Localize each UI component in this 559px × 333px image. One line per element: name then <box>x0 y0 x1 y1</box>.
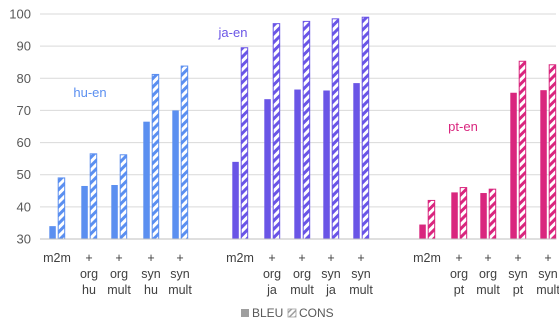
legend-label: CONS <box>299 306 334 320</box>
bar-cons <box>119 154 128 240</box>
bar-cons <box>548 64 557 240</box>
bar-bleu <box>232 161 239 239</box>
x-tick-label: org <box>479 267 497 281</box>
bar-cons <box>240 47 249 240</box>
x-tick-label: syn <box>321 267 341 281</box>
bar-cons <box>459 187 468 240</box>
x-tick-label: syn <box>170 267 190 281</box>
x-tick-label: syn <box>141 267 161 281</box>
x-tick-label: m2m <box>226 251 254 265</box>
x-tick-label: mult <box>107 283 131 297</box>
x-tick-label: + <box>357 251 364 265</box>
y-tick-label: 100 <box>9 7 31 22</box>
x-tick-label: org <box>110 267 128 281</box>
y-tick-label: 90 <box>17 39 31 54</box>
x-tick-label: mult <box>290 283 314 297</box>
x-tick-label: hu <box>82 283 96 297</box>
x-tick-label: ja <box>266 283 277 297</box>
bar-bleu <box>353 83 360 239</box>
y-tick-label: 70 <box>17 103 31 118</box>
bar-cons <box>488 188 497 240</box>
bar-cons <box>180 65 189 240</box>
x-tick-label: ja <box>325 283 336 297</box>
bar-bleu <box>540 90 547 239</box>
x-tick-label: mult <box>536 283 559 297</box>
y-tick-label: 60 <box>17 135 31 150</box>
legend-label: BLEU <box>252 306 283 320</box>
group-label: hu-en <box>73 85 106 100</box>
x-tick-label: hu <box>144 283 158 297</box>
bar-cons <box>57 177 66 240</box>
x-tick-label: + <box>85 251 92 265</box>
bar-bleu <box>49 226 56 239</box>
bar-cons <box>151 73 160 240</box>
bar-cons <box>302 20 311 240</box>
bar-bleu <box>294 89 301 240</box>
legend-swatch-bleu <box>241 309 249 317</box>
bar-cons <box>89 153 98 240</box>
x-tick-label: syn <box>351 267 371 281</box>
bar-cons <box>518 60 527 240</box>
bar-bleu <box>143 121 150 239</box>
bar-bleu <box>419 224 426 239</box>
y-tick-label: 30 <box>17 232 31 247</box>
x-tick-label: + <box>514 251 521 265</box>
x-tick-label: + <box>455 251 462 265</box>
x-tick-label: org <box>263 267 281 281</box>
x-tick-label: org <box>293 267 311 281</box>
y-tick-label: 40 <box>17 199 31 214</box>
x-tick-label: org <box>450 267 468 281</box>
bar-bleu <box>323 90 330 239</box>
x-tick-label: m2m <box>413 251 441 265</box>
bar-bleu <box>451 192 458 239</box>
x-tick-label: + <box>484 251 491 265</box>
x-tick-label: mult <box>476 283 500 297</box>
x-tick-label: + <box>176 251 183 265</box>
x-tick-label: syn <box>508 267 528 281</box>
x-tick-label: + <box>544 251 551 265</box>
bar-bleu <box>111 185 118 239</box>
bar-bleu <box>264 99 271 239</box>
legend-swatch-cons <box>287 308 297 318</box>
x-tick-label: mult <box>349 283 373 297</box>
x-tick-label: m2m <box>43 251 71 265</box>
x-tick-label: org <box>80 267 98 281</box>
bar-cons <box>272 23 281 240</box>
x-tick-label: mult <box>168 283 192 297</box>
bar-bleu <box>480 193 487 239</box>
x-tick-label: + <box>115 251 122 265</box>
x-tick-label: syn <box>538 267 558 281</box>
bar-cons <box>361 16 370 240</box>
x-tick-label: pt <box>454 283 465 297</box>
group-label: pt-en <box>448 119 478 134</box>
x-tick-label: pt <box>513 283 524 297</box>
x-tick-label: + <box>147 251 154 265</box>
bar-cons <box>331 18 340 240</box>
x-tick-label: + <box>268 251 275 265</box>
y-tick-label: 50 <box>17 167 31 182</box>
group-label: ja-en <box>218 25 248 40</box>
bar-bleu <box>172 110 179 239</box>
y-tick-label: 80 <box>17 71 31 86</box>
bar-bleu <box>81 185 88 239</box>
x-tick-label: + <box>327 251 334 265</box>
bar-cons <box>427 199 436 240</box>
x-tick-label: + <box>298 251 305 265</box>
bar-bleu <box>510 92 517 239</box>
